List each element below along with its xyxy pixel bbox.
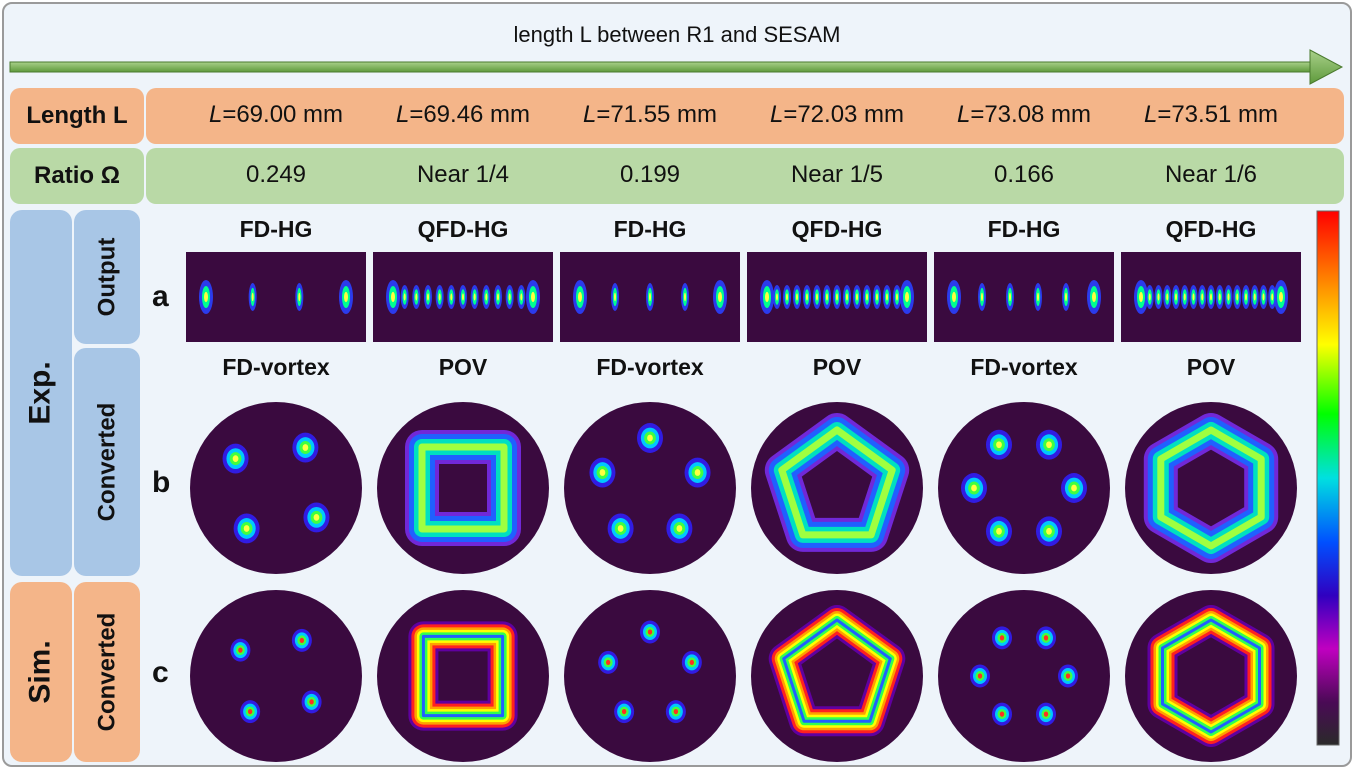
length-symbol: L [208,101,223,128]
length-value-4: L=72.03 mm [747,101,927,129]
converted-mode-label-4: POV [812,354,862,380]
panel-letter-a: a [152,280,169,313]
sim-converted-beam-image-1 [190,590,362,762]
exp-converted-beam-image-6 [1125,402,1297,574]
length-symbol: L [395,101,410,128]
length-number: =69.46 mm [409,101,531,128]
length-symbol: L [956,101,971,128]
ratio-value-5: 0.166 [993,161,1055,188]
axis-title: length L between R1 and SESAM [4,22,1350,48]
ratio-row [146,148,1344,204]
output-beam-image-4 [747,252,927,342]
converted-mode-label-2: POV [438,354,488,380]
ratio-row-label-box [10,148,144,204]
exp-converted-beam-image-2 [377,402,549,574]
panel-letter-b: b [152,466,171,499]
sim-converted-beam-image-3 [564,590,736,762]
ratio-value-2: Near 1/4 [416,161,510,188]
output-beam-image-6 [1121,252,1301,342]
sim-converted-beam-image-5 [938,590,1110,762]
output-beam-image-3 [560,252,740,342]
axis-title-text: length L between R1 and SESAM [513,22,841,47]
output-label: Output [93,237,121,317]
length-value-3: L=71.55 mm [560,101,740,129]
exp-label: Exp. [24,361,58,425]
converted-exp-label-box: Converted [74,348,140,576]
length-value-1: L=69.00 mm [186,101,366,129]
length-value-2: L=69.46 mm [373,101,553,129]
length-symbol: L [1143,101,1158,128]
colorbar [1316,210,1340,746]
ratio-value-3: 0.199 [619,161,681,188]
exp-converted-beam-image-3 [564,402,736,574]
length-symbol: L [769,101,784,128]
output-mode-label-3: FD-HG [613,216,687,242]
ratio-value-6: Near 1/6 [1164,161,1258,188]
converted-sim-label-box: Converted [74,582,140,762]
ratio-value-1: 0.249 [245,161,307,188]
exp-label-box: Exp. [10,210,72,576]
length-row-label-box [10,88,144,144]
length-number: =69.00 mm [222,101,344,128]
length-value-6: L=73.51 mm [1121,101,1301,129]
output-mode-label-6: QFD-HG [1165,216,1257,242]
panel-letter-c: c [152,656,169,689]
ratio-row-label: Ratio Ω [34,162,120,189]
converted-mode-label-5: FD-vortex [970,354,1078,380]
converted-mode-label-3: FD-vortex [596,354,704,380]
exp-converted-beam-image-4 [751,402,923,574]
length-value-5: L=73.08 mm [934,101,1114,129]
converted-mode-label-6: POV [1186,354,1236,380]
converted-sim-label: Converted [93,612,120,732]
length-number: =73.51 mm [1157,101,1279,128]
length-number: =71.55 mm [596,101,718,128]
length-number: =73.08 mm [970,101,1092,128]
length-symbol: L [582,101,597,128]
converted-exp-label: Converted [93,402,120,522]
exp-converted-beam-image-1 [190,402,362,574]
length-row [146,88,1344,144]
output-mode-label-5: FD-HG [987,216,1061,242]
output-label-box: Output [74,210,140,344]
output-mode-label-2: QFD-HG [417,216,509,242]
output-mode-label-1: FD-HG [239,216,313,242]
sim-label: Sim. [24,640,58,704]
output-mode-label-4: QFD-HG [791,216,883,242]
output-beam-image-2 [373,252,553,342]
ratio-value-4: Near 1/5 [790,161,884,188]
sim-converted-beam-image-6 [1125,590,1297,762]
sim-converted-beam-image-2 [377,590,549,762]
length-axis-arrow [9,49,1344,85]
sim-converted-beam-image-4 [751,590,923,762]
exp-converted-beam-image-5 [938,402,1110,574]
converted-mode-label-1: FD-vortex [222,354,330,380]
length-row-label: Length L [26,102,128,129]
length-number: =72.03 mm [783,101,905,128]
output-beam-image-5 [934,252,1114,342]
output-beam-image-1 [186,252,366,342]
sim-label-box: Sim. [10,582,72,762]
